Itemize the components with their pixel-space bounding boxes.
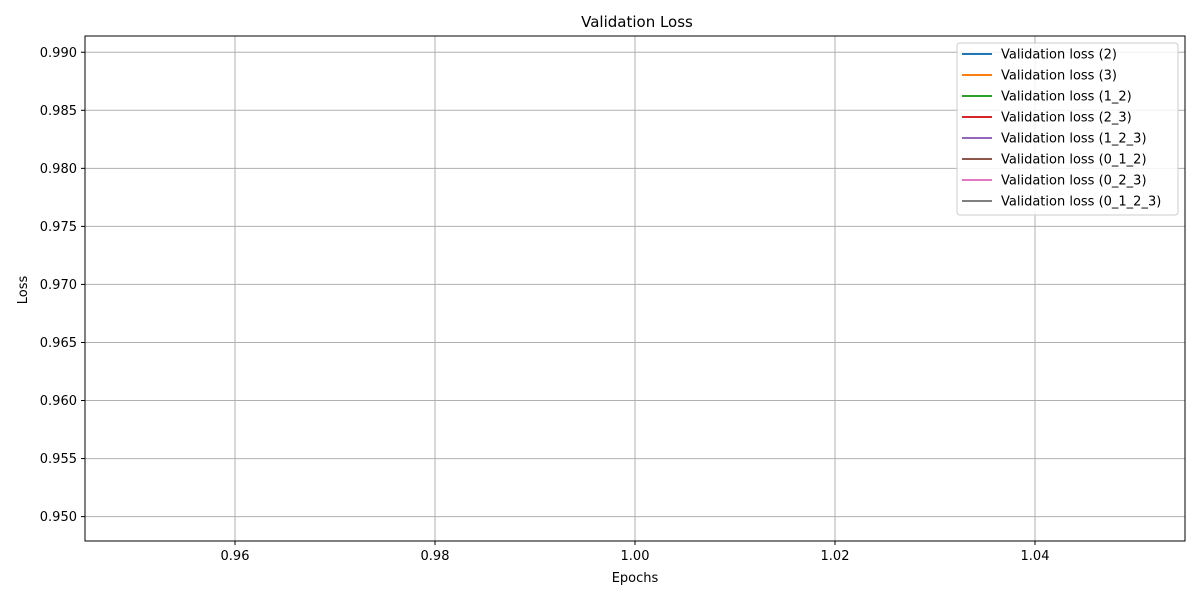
legend-label: Validation loss (2) bbox=[1001, 48, 1117, 63]
x-tick-label: 1.00 bbox=[621, 549, 650, 564]
x-axis-ticks: 0.96 0.98 1.00 1.02 1.04 bbox=[221, 541, 1050, 564]
legend-label: Validation loss (0_1_2_3) bbox=[1001, 195, 1161, 210]
legend-label: Validation loss (3) bbox=[1001, 69, 1117, 84]
y-axis-title: Loss bbox=[16, 276, 31, 305]
legend-label: Validation loss (1_2) bbox=[1001, 90, 1132, 105]
y-tick-label: 0.970 bbox=[40, 278, 77, 293]
y-tick-label: 0.985 bbox=[40, 104, 77, 119]
y-tick-label: 0.975 bbox=[40, 220, 77, 235]
x-tick-label: 1.04 bbox=[1021, 549, 1050, 564]
y-tick-label: 0.960 bbox=[40, 394, 77, 409]
y-tick-label: 0.955 bbox=[40, 452, 77, 467]
y-axis-ticks: 0.950 0.955 0.960 0.965 0.970 0.975 0.980 0.985… bbox=[40, 46, 85, 525]
legend-label: Validation loss (0_2_3) bbox=[1001, 174, 1147, 189]
y-tick-label: 0.980 bbox=[40, 162, 77, 177]
x-axis-title: Epochs bbox=[612, 571, 659, 586]
legend-label: Validation loss (1_2_3) bbox=[1001, 132, 1147, 147]
legend-label: Validation loss (0_1_2) bbox=[1001, 153, 1147, 168]
x-tick-label: 0.98 bbox=[421, 549, 450, 564]
legend-box bbox=[956, 42, 1179, 216]
y-tick-label: 0.950 bbox=[40, 510, 77, 525]
x-tick-label: 0.96 bbox=[221, 549, 250, 564]
legend-items: Validation loss (2) Validation loss (3) Va… bbox=[962, 48, 1161, 210]
chart-title: Validation Loss bbox=[581, 13, 693, 31]
legend-label: Validation loss (2_3) bbox=[1001, 111, 1132, 126]
y-tick-label: 0.965 bbox=[40, 336, 77, 351]
x-tick-label: 1.02 bbox=[821, 549, 850, 564]
y-tick-label: 0.990 bbox=[40, 46, 77, 61]
legend: Validation loss (2) Validation loss (3) Va… bbox=[956, 42, 1179, 216]
